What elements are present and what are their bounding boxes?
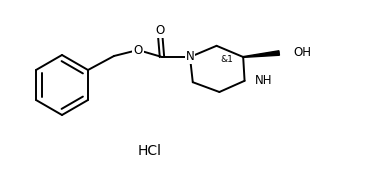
Text: N: N [186, 51, 194, 63]
Text: O: O [133, 43, 142, 57]
Polygon shape [243, 51, 279, 57]
Text: NH: NH [255, 74, 272, 87]
Text: &1: &1 [220, 56, 233, 65]
Text: O: O [155, 25, 165, 38]
Text: OH: OH [293, 47, 311, 60]
Text: HCl: HCl [138, 144, 162, 158]
